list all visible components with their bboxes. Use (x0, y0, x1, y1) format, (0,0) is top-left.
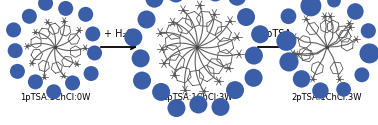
Circle shape (84, 66, 99, 81)
Circle shape (245, 69, 263, 87)
Circle shape (336, 82, 351, 97)
Circle shape (237, 8, 255, 26)
Circle shape (293, 70, 310, 88)
Circle shape (347, 3, 364, 20)
Circle shape (276, 31, 296, 51)
Circle shape (38, 0, 53, 11)
Circle shape (361, 23, 376, 38)
Circle shape (78, 7, 93, 22)
Circle shape (245, 47, 263, 65)
Circle shape (312, 82, 328, 99)
Circle shape (8, 43, 23, 58)
Circle shape (228, 0, 246, 6)
Circle shape (65, 76, 80, 90)
Circle shape (132, 49, 150, 67)
Circle shape (189, 96, 208, 114)
Text: + H₂O: + H₂O (104, 29, 134, 39)
Circle shape (226, 81, 244, 99)
Text: 1pTSA:1ChCl:3W: 1pTSA:1ChCl:3W (162, 93, 232, 102)
Circle shape (10, 64, 25, 79)
Circle shape (152, 83, 170, 101)
Circle shape (301, 0, 321, 16)
Circle shape (167, 0, 185, 2)
Circle shape (206, 0, 224, 2)
Text: + pTSA: + pTSA (256, 29, 291, 39)
Circle shape (133, 72, 151, 90)
Circle shape (355, 67, 369, 82)
Circle shape (22, 9, 37, 24)
Circle shape (28, 74, 43, 89)
Circle shape (138, 10, 155, 29)
Circle shape (85, 26, 100, 41)
Circle shape (124, 28, 143, 46)
Text: 2pTSA:1ChCl:3W: 2pTSA:1ChCl:3W (292, 93, 362, 102)
Circle shape (359, 44, 378, 63)
Text: 1pTSA:1ChCl:0W: 1pTSA:1ChCl:0W (20, 93, 90, 102)
Circle shape (46, 84, 61, 99)
Circle shape (251, 25, 269, 43)
Circle shape (280, 8, 296, 24)
Circle shape (87, 46, 102, 60)
Circle shape (327, 0, 341, 8)
Circle shape (58, 1, 73, 16)
Circle shape (146, 0, 163, 8)
Circle shape (6, 22, 21, 37)
Circle shape (279, 52, 299, 72)
Circle shape (212, 98, 229, 116)
Circle shape (167, 99, 186, 117)
